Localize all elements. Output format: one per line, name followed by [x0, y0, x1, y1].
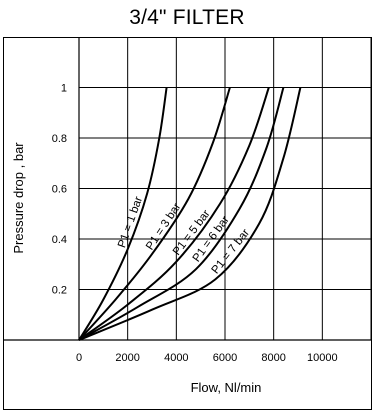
- series-line: [78, 87, 270, 341]
- x-tick-label: 8000: [261, 352, 285, 364]
- x-tick-label: 6000: [213, 352, 237, 364]
- y-axis-label: Pressure drop , bar: [11, 142, 26, 254]
- y-tick-label: 0.8: [52, 133, 67, 145]
- series-line: [78, 87, 285, 341]
- x-tick-label: 10000: [307, 352, 338, 364]
- series-line: [78, 87, 302, 341]
- chart-title: 3/4" FILTER: [129, 6, 245, 29]
- axes: [4, 37, 371, 341]
- x-tick-label: 2000: [115, 352, 139, 364]
- grid: [79, 37, 372, 340]
- x-axis-label: Flow, Nl/min: [191, 380, 262, 395]
- x-tick-label: 4000: [164, 352, 188, 364]
- series-line: [78, 87, 231, 341]
- tick-labels: 0 2000 4000 6000 8000 10000 0.2 0.4 0.6 0.8 1: [52, 83, 338, 365]
- y-tick-label: 0.4: [52, 234, 67, 246]
- x-tick-label: 0: [76, 352, 82, 364]
- y-tick-label: 0.2: [52, 285, 67, 297]
- series-line: [78, 87, 168, 341]
- y-tick-label: 0.6: [52, 184, 67, 196]
- y-tick-label: 1: [61, 83, 67, 95]
